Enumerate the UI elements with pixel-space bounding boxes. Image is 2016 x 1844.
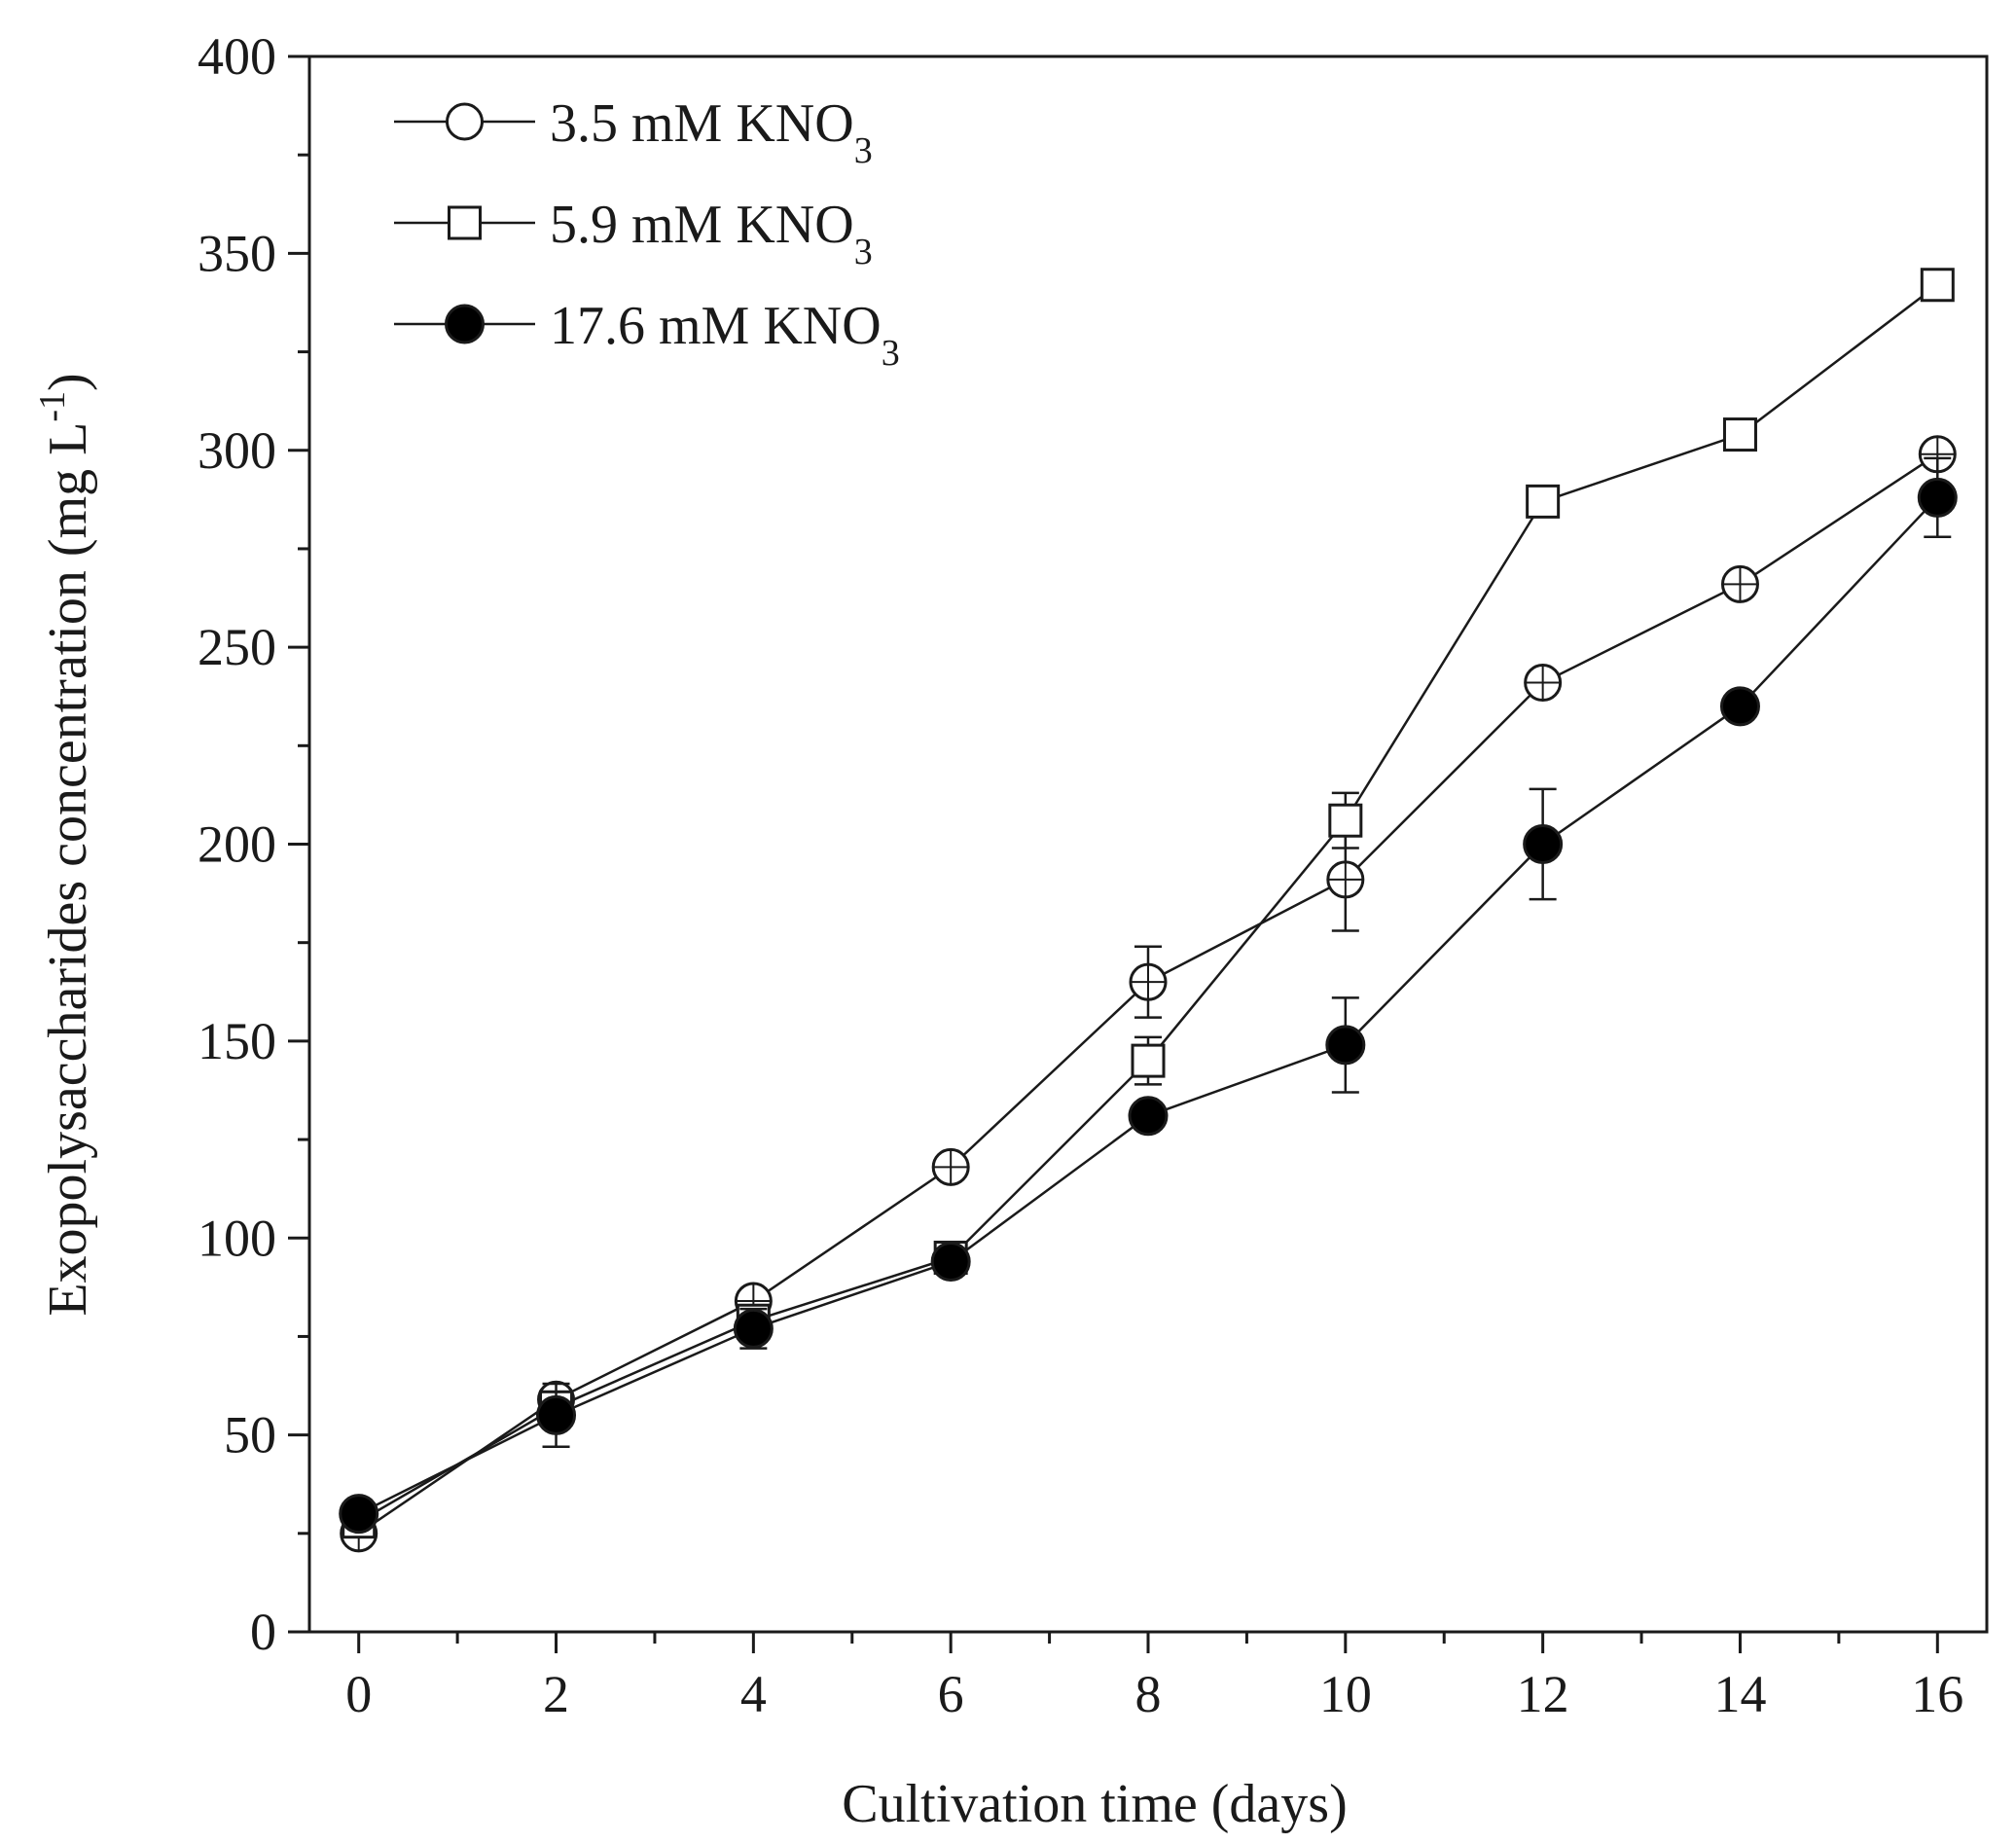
- data-point: [1526, 484, 1561, 519]
- legend-entry-1: 3.5 mM KNO3: [394, 93, 873, 171]
- y-tick-label: 250: [198, 618, 276, 676]
- legend-label: 3.5 mM KNO3: [550, 93, 873, 171]
- data-point: [1131, 1043, 1166, 1078]
- data-point: [1920, 268, 1955, 303]
- data-point: [1917, 477, 1958, 518]
- data-point: [1128, 1096, 1169, 1137]
- data-point: [733, 1308, 774, 1349]
- data-point: [1523, 824, 1564, 864]
- x-tick-label: 6: [938, 1665, 964, 1723]
- x-tick-label: 12: [1517, 1665, 1569, 1723]
- data-point: [1325, 1025, 1366, 1066]
- legend-label-main: 17.6 mM KNO: [550, 296, 882, 356]
- x-tick-label: 4: [740, 1665, 767, 1723]
- legend-label-main: 3.5 mM KNO: [550, 93, 854, 154]
- y-axis-title-main: Exopolysaccharides concentration (mg L: [38, 422, 98, 1317]
- data-point: [1722, 417, 1757, 452]
- data-point: [1719, 686, 1760, 727]
- legend-marker: [446, 102, 484, 141]
- legend-entry-3: 17.6 mM KNO3: [394, 296, 900, 374]
- series-2: [342, 268, 1955, 1539]
- y-axis-title-superscript: -1: [32, 391, 73, 422]
- x-tick-label: 2: [543, 1665, 569, 1723]
- data-point: [930, 1242, 971, 1283]
- series-1: [340, 435, 1957, 1553]
- legend-label: 5.9 mM KNO3: [550, 195, 873, 272]
- x-axis-title: Cultivation time (days): [842, 1774, 1347, 1834]
- y-tick-label: 400: [198, 27, 276, 86]
- legend-label-subscript: 3: [882, 333, 900, 374]
- x-tick-label: 8: [1135, 1665, 1162, 1723]
- y-axis-title-close: ): [38, 373, 98, 391]
- data-point: [1328, 803, 1363, 838]
- x-tick-label: 10: [1319, 1665, 1372, 1723]
- y-tick-label: 350: [198, 224, 276, 282]
- y-tick-label: 150: [198, 1012, 276, 1070]
- legend-label: 17.6 mM KNO3: [550, 296, 900, 374]
- y-tick-label: 100: [198, 1209, 276, 1267]
- legend-entry-2: 5.9 mM KNO3: [394, 195, 873, 272]
- y-tick-label: 200: [198, 815, 276, 874]
- x-tick-label: 14: [1713, 1665, 1766, 1723]
- y-axis-title: Exopolysaccharides concentration (mg L-1…: [32, 373, 98, 1316]
- axis-ticks: 0 50 100 150 200 250 300 350 400 0 2 4 6 8 10 12 14 16: [198, 27, 1963, 1723]
- y-tick-label: 0: [250, 1603, 276, 1661]
- series-layer: [339, 268, 1958, 1553]
- x-tick-label: 16: [1911, 1665, 1963, 1723]
- data-point: [536, 1394, 577, 1435]
- series-3: [339, 456, 1958, 1535]
- legend-marker: [448, 205, 482, 240]
- x-tick-label: 0: [345, 1665, 372, 1723]
- legend-marker: [445, 304, 485, 344]
- y-tick-label: 300: [198, 421, 276, 480]
- legend-label-subscript: 3: [854, 232, 873, 272]
- data-point: [339, 1494, 379, 1535]
- legend-label-main: 5.9 mM KNO: [550, 195, 854, 255]
- legend-label-subscript: 3: [854, 130, 873, 171]
- series-line: [358, 283, 1939, 1523]
- y-tick-label: 50: [224, 1406, 276, 1464]
